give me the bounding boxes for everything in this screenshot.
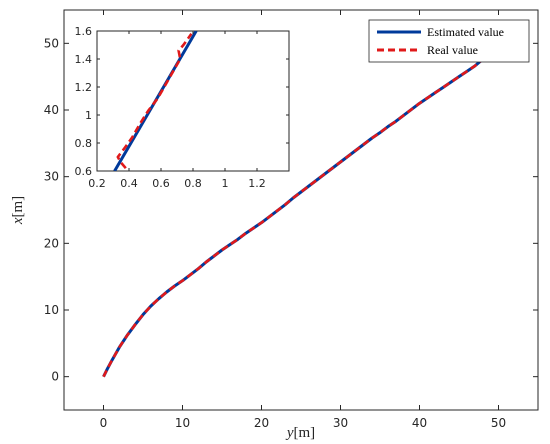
inset-x-tick-label: 0.4 (120, 177, 138, 190)
inset-y-tick-label: 0.8 (75, 137, 93, 150)
legend-label-real: Real value (427, 43, 478, 57)
inset-series-real (116, 33, 193, 170)
main-y-tick-label: 10 (44, 303, 59, 317)
main-x-tick-label: 50 (491, 416, 506, 430)
legend-label-estimated: Estimated value (427, 25, 504, 39)
main-x-tick-label: 0 (100, 416, 108, 430)
main-x-tick-label: 40 (412, 416, 427, 430)
inset-y-tick-label: 1 (85, 109, 92, 122)
x-axis-label: y[m] (285, 425, 315, 441)
legend-box (368, 19, 530, 63)
inset-x-tick-label: 1.2 (248, 177, 266, 190)
inset-y-tick-label: 1.4 (75, 53, 93, 66)
main-y-tick-label: 0 (51, 370, 59, 384)
inset-x-tick-label: 1 (222, 177, 229, 190)
main-y-tick-label: 30 (44, 170, 59, 184)
inset-axis-ticks: 0.2 0.4 0.6 0.8 1 1.2 0.6 0.8 1 1.2 1.4 1.6 (75, 25, 289, 190)
main-x-tick-label: 20 (254, 416, 269, 430)
main-axis-ticks: 0 10 20 30 40 50 0 10 20 30 40 50 (44, 10, 538, 430)
inset-y-tick-label: 1.6 (75, 25, 93, 38)
main-y-tick-label: 40 (44, 103, 59, 117)
inset-y-tick-label: 1.2 (75, 81, 93, 94)
inset-x-tick-label: 0.6 (152, 177, 170, 190)
inset-y-tick-label: 0.6 (75, 165, 93, 178)
inset-x-tick-label: 0.2 (88, 177, 106, 190)
legend: Estimated value Real value (368, 19, 530, 63)
y-axis-label: x[m] (10, 196, 26, 225)
main-series-group (102, 58, 484, 378)
inset-series-group (113, 31, 198, 171)
inset-x-tick-label: 0.8 (184, 177, 202, 190)
main-x-tick-label: 10 (175, 416, 190, 430)
main-series-real (102, 58, 484, 378)
main-x-tick-label: 30 (333, 416, 348, 430)
main-y-tick-label: 50 (44, 36, 59, 50)
main-y-tick-label: 20 (44, 236, 59, 250)
